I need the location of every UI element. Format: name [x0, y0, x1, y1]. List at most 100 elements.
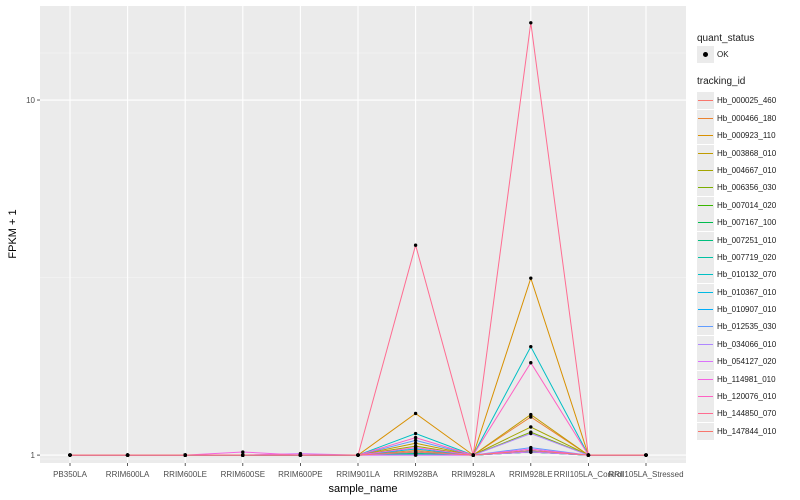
- legend-line-key: [697, 266, 714, 284]
- legend-entry: Hb_120076_010: [697, 388, 797, 406]
- legend-label: Hb_012535_030: [717, 322, 777, 332]
- legend-line-key: [697, 388, 714, 406]
- legend-line-key: [697, 231, 714, 249]
- data-point: [356, 453, 360, 457]
- data-point: [125, 453, 130, 457]
- plot-panel: [40, 6, 686, 463]
- legend-entry: Hb_054127_020: [697, 353, 797, 371]
- data-point: [413, 450, 418, 454]
- legend-label: Hb_007167_100: [717, 218, 777, 228]
- legend-line-key: [697, 92, 714, 110]
- legend-line-key: [697, 422, 714, 440]
- legend-entry: Hb_007251_010: [697, 231, 797, 249]
- legend-label: Hb_004667_010: [717, 165, 777, 175]
- legend-label: Hb_010907_010: [717, 305, 777, 315]
- legend-entry: Hb_010367_010: [697, 283, 797, 301]
- legend-line-key: [697, 144, 714, 162]
- data-point: [298, 453, 303, 457]
- legend-entry: Hb_003868_010: [697, 144, 797, 162]
- data-point: [241, 450, 245, 454]
- legend-line-key: [697, 370, 714, 388]
- legend-tracking-items: Hb_000025_460 Hb_000466_180 Hb_000923_110 H…: [697, 92, 797, 440]
- legend-line-key: [697, 283, 714, 301]
- legend-quant-entry: OK: [697, 46, 797, 63]
- data-point: [529, 361, 533, 365]
- legend-line-key: [697, 161, 714, 179]
- legend-label: Hb_003868_010: [717, 148, 777, 158]
- legend-entry: Hb_144850_070: [697, 405, 797, 423]
- legend-label: Hb_034066_010: [717, 339, 777, 349]
- axes: 1 10 PB350LA RRIM600LA RRIM600LE RRIM600SE RRI…: [26, 96, 683, 479]
- data-point: [529, 448, 533, 453]
- data-point: [413, 441, 418, 445]
- legend-entry: Hb_114981_010: [697, 370, 797, 388]
- data-point: [529, 344, 533, 349]
- legend-quant-title: quant_status: [697, 33, 755, 44]
- y-axis-title: FPKM + 1: [7, 209, 19, 258]
- x-tick-label: RRIM901LA: [336, 470, 380, 479]
- x-tick-label: RRIM600LE: [163, 470, 207, 479]
- data-point: [529, 431, 533, 436]
- data-point: [413, 243, 418, 247]
- data-point: [529, 425, 533, 429]
- data-point: [413, 438, 418, 443]
- legend-entry: Hb_006356_030: [697, 179, 797, 197]
- legend-label: Hb_010367_010: [717, 287, 777, 297]
- legend-label: Hb_054127_020: [717, 357, 777, 367]
- legend-label: Hb_007251_010: [717, 235, 777, 245]
- grid: [40, 6, 686, 463]
- legend-line-key: [697, 405, 714, 423]
- x-axis-title: sample_name: [328, 483, 397, 495]
- legend-label: Hb_147844_010: [717, 426, 777, 436]
- x-tick-label: RRIM600SE: [221, 470, 265, 479]
- legend-line-key: [697, 301, 714, 319]
- legend-label: Hb_144850_070: [717, 409, 777, 419]
- x-tick-label: RRIM928LA: [451, 470, 495, 479]
- data-point: [413, 411, 418, 416]
- legend-line-key: [697, 127, 714, 145]
- legend-label: Hb_006356_030: [717, 183, 777, 193]
- data-point: [586, 453, 591, 457]
- legend-label: Hb_007014_020: [717, 200, 777, 210]
- legend-line-key: [697, 179, 714, 197]
- legend-line-key: [697, 318, 714, 336]
- legend-quant-label: OK: [717, 50, 729, 59]
- x-tick-label: RRII105LA_Stressed: [608, 470, 683, 479]
- legend-point-key: [697, 46, 714, 63]
- data-point: [471, 453, 475, 457]
- legend-entry: Hb_007014_020: [697, 196, 797, 214]
- data-point: [68, 453, 72, 457]
- data-point: [529, 21, 533, 25]
- data-point: [529, 276, 533, 280]
- legend-line-key: [697, 335, 714, 353]
- legend-entry: Hb_000025_460: [697, 92, 797, 110]
- legend-line-key: [697, 214, 714, 232]
- legend-entry: Hb_004667_010: [697, 161, 797, 179]
- legend-label: Hb_000025_460: [717, 96, 777, 106]
- x-tick-label: PB350LA: [53, 470, 87, 479]
- legend-label: Hb_000466_180: [717, 113, 777, 123]
- legend-entry: Hb_007167_100: [697, 214, 797, 232]
- legend-entry: Hb_012535_030: [697, 318, 797, 336]
- legend-entry: Hb_000466_180: [697, 109, 797, 127]
- legend-label: Hb_010132_070: [717, 270, 777, 280]
- legend-label: Hb_120076_010: [717, 392, 777, 402]
- legend-line-key: [697, 196, 714, 214]
- x-tick-label: RRIM600LA: [106, 470, 150, 479]
- data-point: [413, 445, 418, 450]
- x-tick-label: RRII105LA_Control: [554, 470, 624, 479]
- y-tick-label: 1: [31, 451, 36, 460]
- data-point: [241, 453, 245, 457]
- data-point: [529, 412, 533, 417]
- x-tick-label: RRIM928LE: [509, 470, 553, 479]
- legend-entry: Hb_010132_070: [697, 266, 797, 284]
- series-points: [68, 21, 648, 457]
- legend-entry: Hb_007719_020: [697, 248, 797, 266]
- data-point: [529, 415, 533, 419]
- legend: quant_status OK tracking_id Hb_000025_46…: [697, 32, 797, 440]
- legend-entry: Hb_000923_110: [697, 127, 797, 145]
- y-tick-label: 10: [26, 96, 35, 105]
- legend-tracking-title: tracking_id: [697, 76, 746, 88]
- data-point: [413, 435, 418, 440]
